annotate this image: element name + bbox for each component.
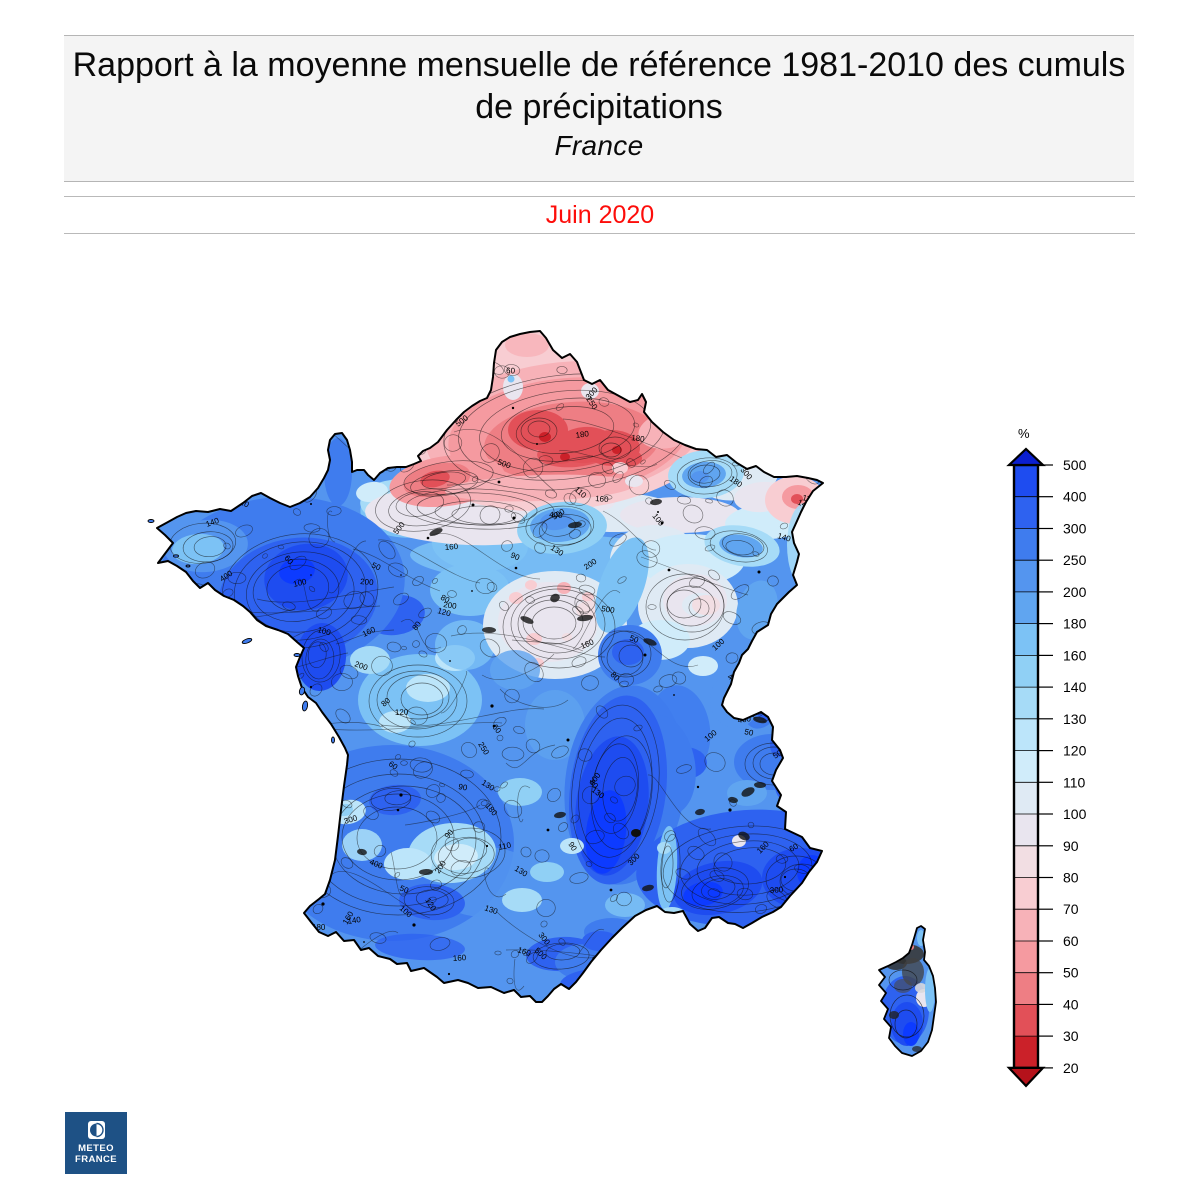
- svg-text:100: 100: [1063, 806, 1087, 822]
- svg-text:50: 50: [744, 727, 755, 738]
- svg-text:60: 60: [1063, 933, 1079, 949]
- svg-text:110: 110: [1063, 774, 1086, 790]
- svg-text:160: 160: [1063, 647, 1087, 663]
- svg-text:110: 110: [796, 927, 812, 942]
- svg-text:60: 60: [795, 799, 808, 812]
- svg-text:250: 250: [1063, 552, 1087, 568]
- svg-text:160: 160: [516, 945, 532, 958]
- svg-text:120: 120: [301, 365, 316, 382]
- svg-text:120: 120: [1063, 743, 1087, 759]
- svg-text:250: 250: [661, 382, 677, 398]
- svg-text:130: 130: [483, 903, 499, 916]
- svg-text:400: 400: [549, 510, 564, 520]
- svg-text:300: 300: [195, 922, 211, 938]
- svg-text:90: 90: [509, 551, 521, 563]
- svg-text:100: 100: [292, 577, 308, 589]
- svg-text:140: 140: [776, 531, 792, 543]
- svg-text:180: 180: [683, 378, 698, 388]
- svg-text:80: 80: [220, 719, 233, 732]
- svg-text:180: 180: [312, 923, 326, 932]
- svg-text:200: 200: [353, 659, 369, 672]
- svg-text:140: 140: [1063, 679, 1087, 695]
- svg-text:50: 50: [1063, 965, 1079, 981]
- svg-text:30: 30: [1063, 1028, 1079, 1044]
- svg-text:120: 120: [395, 708, 409, 717]
- svg-text:160: 160: [453, 953, 467, 963]
- svg-text:160: 160: [446, 354, 463, 370]
- svg-text:160: 160: [595, 494, 610, 504]
- svg-text:140: 140: [205, 516, 221, 529]
- svg-text:200: 200: [360, 577, 375, 587]
- svg-text:140: 140: [192, 653, 206, 662]
- svg-text:140: 140: [347, 915, 362, 926]
- svg-text:130: 130: [251, 383, 265, 393]
- svg-text:160: 160: [444, 542, 459, 552]
- svg-text:90: 90: [458, 782, 469, 793]
- svg-text:200: 200: [443, 600, 458, 611]
- svg-text:120: 120: [765, 923, 779, 933]
- svg-text:%: %: [1018, 426, 1030, 441]
- svg-text:300: 300: [343, 813, 359, 826]
- svg-text:80: 80: [216, 483, 229, 496]
- svg-text:80: 80: [1063, 870, 1079, 886]
- svg-text:60: 60: [506, 366, 516, 375]
- svg-text:50: 50: [628, 633, 640, 645]
- svg-text:120: 120: [796, 892, 813, 907]
- svg-text:180: 180: [250, 793, 264, 803]
- svg-text:100: 100: [316, 625, 332, 637]
- svg-text:120: 120: [625, 370, 641, 382]
- svg-text:50: 50: [398, 884, 410, 896]
- svg-text:300: 300: [432, 377, 447, 394]
- svg-text:90: 90: [1063, 838, 1079, 854]
- svg-text:500: 500: [601, 604, 616, 615]
- svg-text:120: 120: [661, 400, 676, 410]
- svg-text:130: 130: [1063, 711, 1087, 727]
- svg-text:120: 120: [803, 705, 819, 718]
- svg-text:180: 180: [1063, 616, 1087, 632]
- svg-text:80: 80: [761, 675, 773, 687]
- svg-text:70: 70: [1063, 901, 1079, 917]
- svg-text:300: 300: [1063, 521, 1087, 537]
- svg-text:180: 180: [631, 433, 646, 444]
- svg-text:50: 50: [370, 561, 382, 573]
- svg-text:300: 300: [770, 885, 784, 895]
- svg-text:500: 500: [496, 457, 512, 470]
- svg-text:60: 60: [801, 439, 814, 452]
- svg-text:500: 500: [1063, 457, 1087, 473]
- svg-text:200: 200: [1063, 584, 1087, 600]
- svg-text:20: 20: [1063, 1060, 1079, 1076]
- svg-text:200: 200: [262, 408, 279, 423]
- svg-text:60: 60: [204, 673, 214, 682]
- svg-text:110: 110: [498, 840, 513, 852]
- svg-text:300: 300: [631, 377, 645, 386]
- svg-text:180: 180: [575, 429, 590, 440]
- svg-text:400: 400: [1063, 489, 1087, 505]
- svg-text:120: 120: [436, 606, 452, 618]
- svg-text:40: 40: [1063, 996, 1079, 1012]
